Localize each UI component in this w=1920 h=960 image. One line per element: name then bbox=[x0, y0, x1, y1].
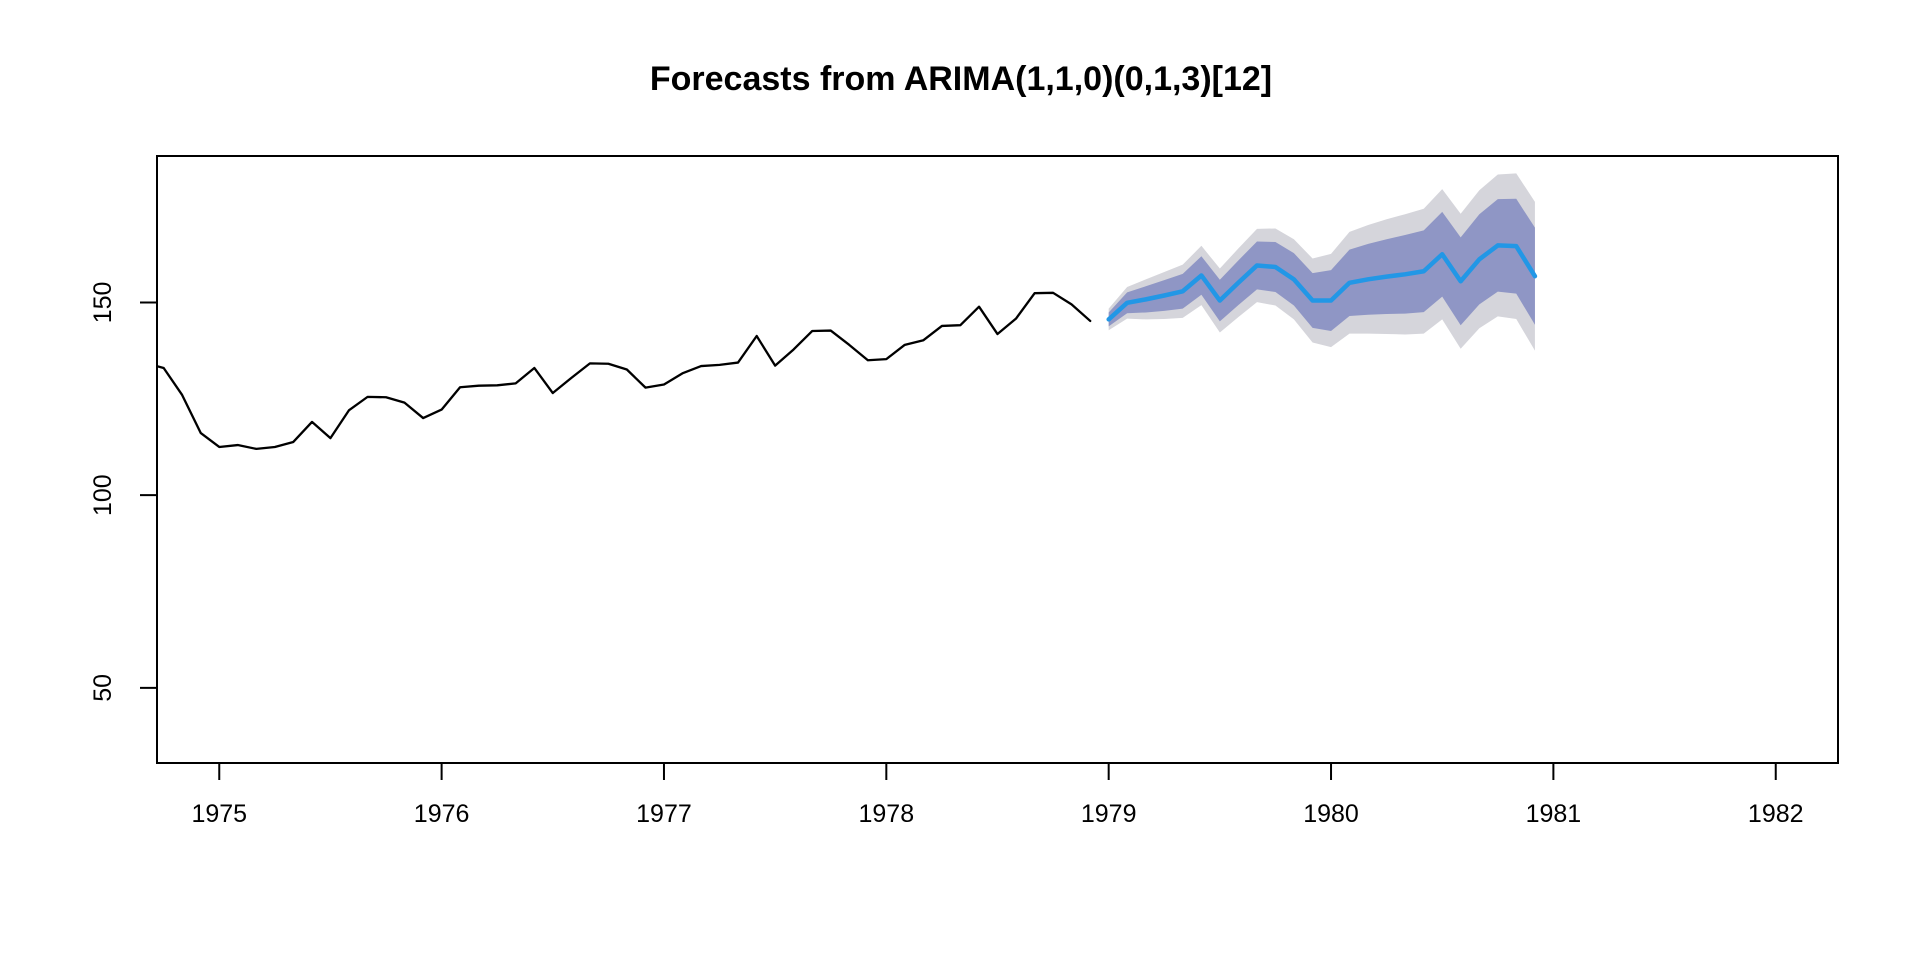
x-tick-label-1982: 1982 bbox=[1748, 800, 1804, 828]
plot-border bbox=[156, 155, 1839, 764]
series-lines bbox=[157, 243, 1538, 451]
y-tick-label-100: 100 bbox=[89, 474, 117, 516]
x-tick-label-1976: 1976 bbox=[414, 800, 470, 828]
x-tick-label-1980: 1980 bbox=[1303, 800, 1359, 828]
x-tick-label-1978: 1978 bbox=[859, 800, 915, 828]
chart-title: Forecasts from ARIMA(1,1,0)(0,1,3)[12] bbox=[650, 60, 1272, 98]
x-tick-label-1979: 1979 bbox=[1081, 800, 1137, 828]
y-axis: 50 100 150 bbox=[89, 282, 157, 702]
y-tick-label-50: 50 bbox=[89, 674, 117, 702]
x-tick-label-1981: 1981 bbox=[1526, 800, 1582, 828]
confidence-bands bbox=[1108, 173, 1535, 351]
forecast-series-line bbox=[1106, 243, 1538, 322]
x-tick-label-1977: 1977 bbox=[636, 800, 692, 828]
y-tick-label-150: 150 bbox=[89, 282, 117, 324]
x-axis: 1975 1976 1977 1978 1979 1980 1981 1982 bbox=[191, 763, 1804, 828]
observed-series-line bbox=[157, 291, 1092, 451]
x-tick-label-1975: 1975 bbox=[191, 800, 247, 828]
